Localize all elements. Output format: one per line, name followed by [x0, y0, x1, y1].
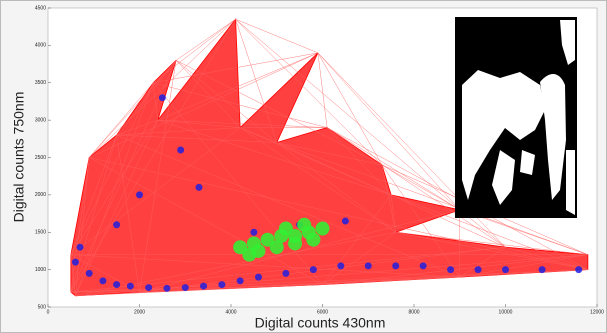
y-axis-label: Digital counts 750nm	[11, 92, 27, 223]
chart: Digital counts 430nm Digital counts 750n…	[0, 0, 607, 333]
point	[279, 222, 293, 236]
y-tick-label: 500	[38, 304, 47, 310]
y-tick-label: 2000	[35, 192, 46, 198]
point	[113, 281, 120, 288]
point	[297, 218, 311, 232]
point	[337, 262, 344, 269]
point	[195, 184, 202, 191]
point	[200, 283, 207, 290]
x-tick-label: 6000	[317, 309, 328, 315]
point	[255, 274, 262, 281]
point	[306, 233, 320, 247]
point	[420, 262, 427, 269]
point	[316, 222, 330, 236]
point	[310, 266, 317, 273]
point	[475, 266, 482, 273]
x-tick-label: 0	[47, 309, 50, 315]
point	[145, 284, 152, 291]
point	[113, 221, 120, 228]
x-tick-label: 10000	[499, 309, 513, 315]
point	[365, 262, 372, 269]
inset-region	[566, 150, 575, 215]
point	[136, 191, 143, 198]
point	[250, 229, 257, 236]
point	[392, 262, 399, 269]
x-tick-label: 4000	[225, 309, 236, 315]
y-tick-label: 2500	[35, 155, 46, 161]
y-tick-label: 3000	[35, 117, 46, 123]
point	[242, 248, 256, 262]
y-tick-label: 3500	[35, 80, 46, 86]
point	[270, 240, 284, 254]
y-tick-label: 1500	[35, 230, 46, 236]
inset-image	[455, 17, 577, 218]
point	[342, 218, 349, 225]
point	[163, 285, 170, 292]
page: Digital counts 430nm Digital counts 750n…	[0, 0, 607, 333]
point	[127, 283, 134, 290]
x-tick-label: 2000	[134, 309, 145, 315]
y-tick-label: 4500	[35, 5, 46, 11]
point	[159, 94, 166, 101]
y-tick-label: 4000	[35, 43, 46, 49]
x-tick-label: 12000	[590, 309, 604, 315]
point	[575, 266, 582, 273]
point	[182, 284, 189, 291]
point	[86, 270, 93, 277]
point	[99, 277, 106, 284]
point	[502, 266, 509, 273]
x-axis-label: Digital counts 430nm	[255, 315, 386, 331]
point	[177, 147, 184, 154]
y-tick-label: 1000	[35, 267, 46, 273]
point	[447, 266, 454, 273]
x-tick-label: 8000	[408, 309, 419, 315]
point	[218, 281, 225, 288]
point	[237, 277, 244, 284]
point	[72, 259, 79, 266]
point	[539, 266, 546, 273]
point	[288, 236, 302, 250]
point	[282, 270, 289, 277]
point	[77, 244, 84, 251]
